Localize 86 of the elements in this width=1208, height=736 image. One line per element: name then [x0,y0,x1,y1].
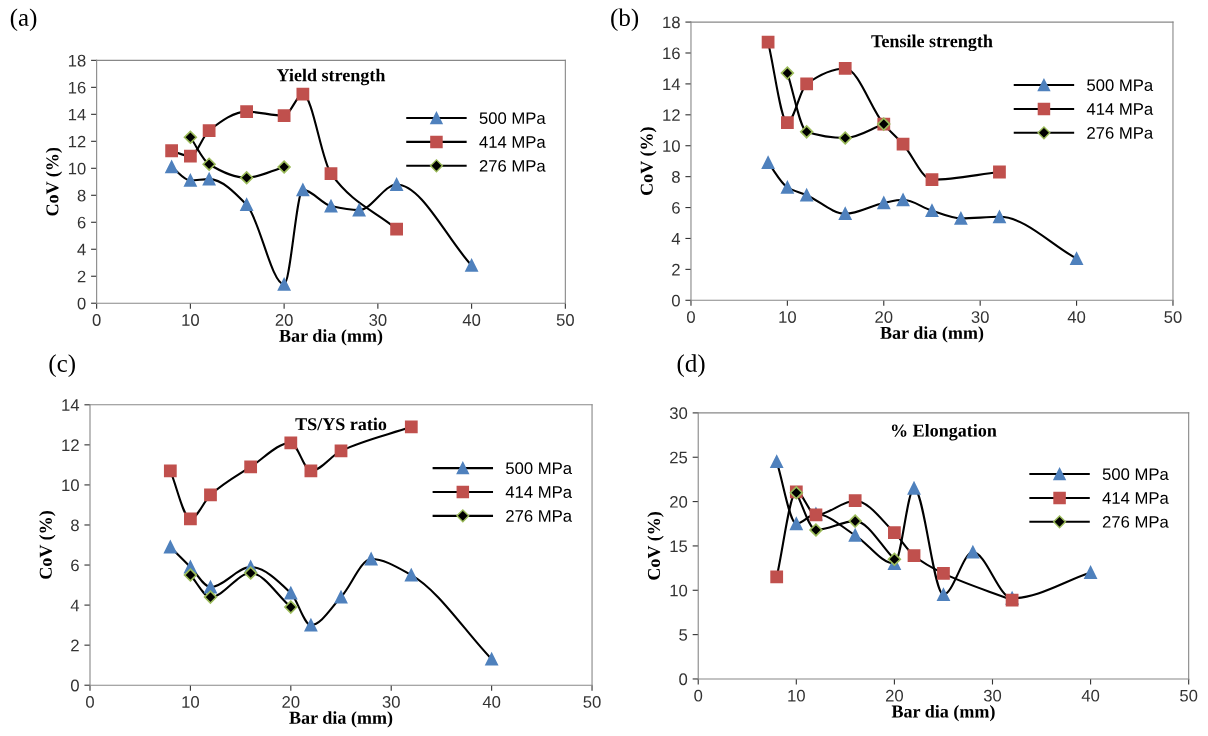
y-tick-label: 6 [71,559,79,572]
y-tick-label: 14 [663,78,681,90]
x-tick-label: 50 [1164,311,1182,323]
legend-label: 276 MPa [1102,515,1169,528]
y-tick-label: 6 [77,216,86,229]
legend-label: 276 MPa [506,510,573,522]
y-tick-label: 8 [672,171,680,183]
text: (d) [677,354,705,377]
x-tick-label: 50 [556,314,574,326]
x-tick-label: 50 [1180,689,1198,702]
y-tick-label: 2 [71,639,79,652]
y-axis-title: CoV (%) [647,512,664,580]
y-tick-label: 4 [671,233,681,245]
y-tick-label: 8 [77,189,86,202]
y-tick-label: 6 [672,201,680,214]
text: (c) [49,354,75,377]
legend-label: 500 MPa [479,112,546,125]
x-axis-title: Bar dia (mm) [289,711,393,728]
x-tick-label: 30 [971,311,989,323]
x-tick-label: 10 [182,696,200,708]
text: (b) [611,8,639,32]
y-tick-label: 14 [62,399,80,411]
text: % Elongation [891,423,997,441]
y-tick-label: 4 [70,599,80,612]
y-axis-title: CoV (%) [640,127,657,195]
legend-label: 276 MPa [479,159,546,172]
y-tick-label: 25 [670,451,688,464]
x-tick-label: 0 [694,689,703,702]
x-tick-label: 0 [86,696,94,708]
x-tick-label: 20 [885,689,904,702]
y-tick-label: 0 [671,294,680,307]
y-tick-label: 8 [71,519,79,532]
legend-label: 500 MPa [1087,79,1154,92]
chart-title: Yield strength [276,68,386,86]
y-tick-label: 2 [77,270,86,283]
y-axis-title: CoV (%) [45,147,63,216]
x-tick-label: 20 [275,314,293,326]
legend-label: 414 MPa [505,486,573,498]
legend-label: 414 MPa [479,136,546,148]
x-tick-label: 20 [282,696,300,708]
y-tick-label: 18 [68,54,86,67]
y-tick-label: 4 [77,243,86,256]
y-tick-label: 0 [679,673,688,686]
legend-label: 414 MPa [1086,103,1154,115]
text: TS/YS ratio [295,417,387,431]
x-axis-title: Bar dia (mm) [880,326,984,343]
legend-label: 414 MPa [1102,492,1169,504]
text: Tensile strength [871,34,993,52]
y-tick-label: 2 [672,263,680,276]
x-tick-label: 10 [788,689,805,702]
x-tick-label: 20 [875,311,893,323]
y-tick-label: 12 [62,439,79,451]
x-axis-title: Bar dia (mm) [279,329,383,346]
y-tick-label: 12 [663,109,680,121]
y-tick-label: 0 [70,679,79,692]
y-tick-label: 12 [68,135,86,148]
x-tick-label: 10 [779,311,796,323]
x-tick-label: 10 [182,314,199,326]
y-tick-label: 10 [670,584,688,597]
legend-label: 500 MPa [1102,468,1169,481]
y-tick-label: 10 [663,140,680,152]
x-tick-label: 40 [462,314,481,326]
x-tick-label: 30 [382,696,400,708]
x-tick-label: 40 [482,696,501,708]
y-tick-label: 0 [77,297,86,310]
y-tick-label: 15 [670,540,688,553]
legend-label: 276 MPa [1087,126,1154,139]
y-axis-title: CoV (%) [39,511,56,579]
legend-label: 500 MPa [505,462,573,475]
x-tick-label: 30 [983,689,1002,702]
y-tick-label: 14 [68,108,86,121]
y-tick-label: 16 [663,47,680,60]
y-tick-label: 16 [68,81,86,94]
y-tick-label: 20 [670,495,688,508]
text: (a) [10,8,37,32]
y-tick-label: 10 [68,162,86,175]
x-tick-label: 0 [92,314,101,326]
x-axis-title: Bar dia (mm) [891,704,995,722]
x-tick-label: 50 [583,696,601,708]
y-tick-label: 5 [679,629,688,641]
y-tick-label: 30 [669,407,688,420]
x-tick-label: 40 [1067,311,1086,323]
y-tick-label: 10 [62,479,79,492]
x-tick-label: 40 [1081,689,1100,702]
x-tick-label: 30 [369,314,387,326]
y-tick-label: 18 [663,16,680,29]
